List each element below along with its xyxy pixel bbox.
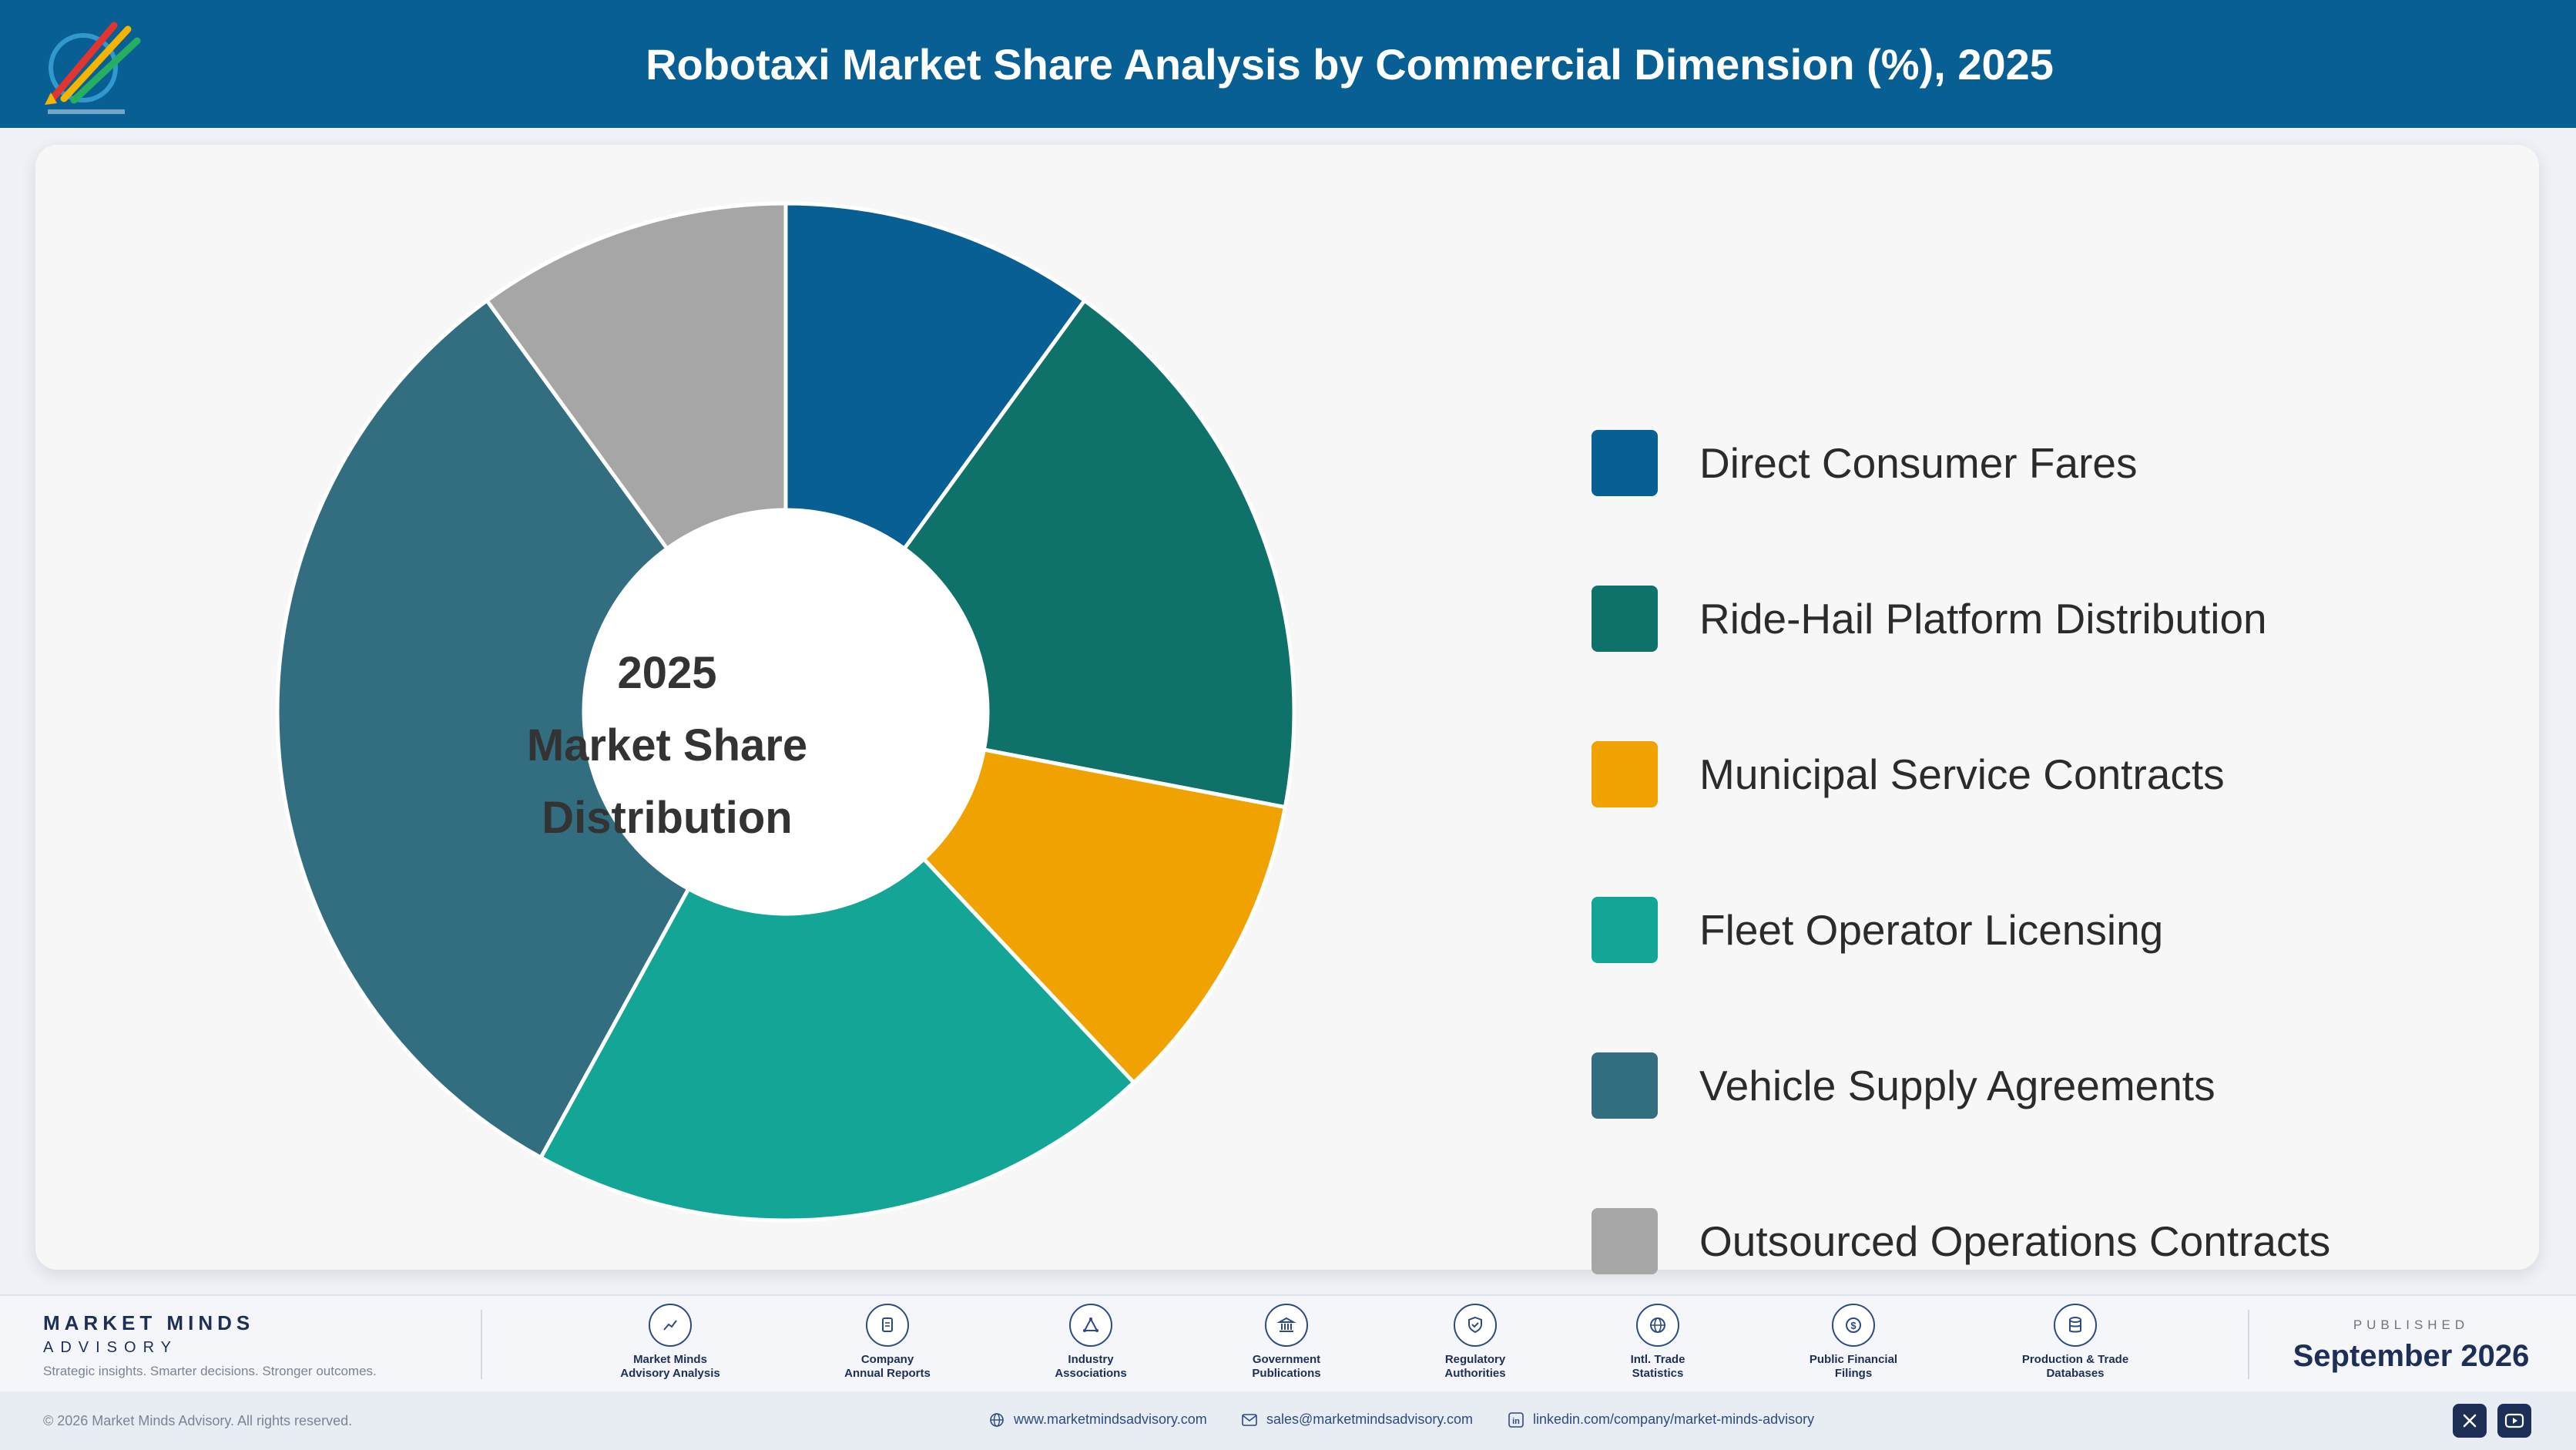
svg-text:in: in <box>1512 1417 1520 1426</box>
source-label: Industry Associations <box>1055 1353 1127 1380</box>
source-item[interactable]: Company Annual Reports <box>803 1304 972 1381</box>
page-title: Robotaxi Market Share Analysis by Commer… <box>646 39 2054 89</box>
legend-item[interactable]: Ride-Hail Platform Distribution <box>1592 586 2330 652</box>
source-item[interactable]: Intl. Trade Statistics <box>1573 1304 1742 1381</box>
donut-center-label: 2025 Market Share Distribution <box>513 637 821 854</box>
brand-name: MARKET MINDS <box>43 1311 255 1334</box>
source-label: Production & Trade Databases <box>2021 1353 2129 1380</box>
x-icon[interactable] <box>2453 1404 2487 1438</box>
legend-swatch <box>1592 897 1658 963</box>
legend-item[interactable]: Municipal Service Contracts <box>1592 741 2330 807</box>
network-icon <box>1069 1304 1112 1347</box>
chart-legend: Direct Consumer Fares Ride-Hail Platform … <box>1592 430 2330 1364</box>
source-label: Market Minds Advisory Analysis <box>620 1353 720 1380</box>
email-text: sales@marketmindsadvisory.com <box>1266 1411 1474 1427</box>
market-minds-logo-icon[interactable] <box>37 6 153 122</box>
legend-item[interactable]: Fleet Operator Licensing <box>1592 897 2330 963</box>
legend-label: Vehicle Supply Agreements <box>1699 1062 2215 1109</box>
source-item[interactable]: Government Publications <box>1202 1304 1371 1381</box>
legend-swatch <box>1592 741 1658 807</box>
bottom-bar: © 2026 Market Minds Advisory. All rights… <box>0 1391 2576 1450</box>
legend-label: Fleet Operator Licensing <box>1699 906 2164 954</box>
legend-swatch <box>1592 1208 1658 1274</box>
source-item[interactable]: Industry Associations <box>1006 1304 1176 1381</box>
government-building-icon <box>1265 1304 1308 1347</box>
dollar-coin-icon: $ <box>1832 1304 1875 1347</box>
svg-text:$: $ <box>1850 1320 1857 1331</box>
linkedin-text: linkedin.com/company/market-minds-adviso… <box>1533 1411 1815 1427</box>
legend-label: Outsourced Operations Contracts <box>1699 1217 2331 1265</box>
published-label: PUBLISHED <box>2353 1317 2470 1332</box>
source-item[interactable]: Regulatory Authorities <box>1390 1304 1560 1381</box>
source-label: Government Publications <box>1252 1353 1321 1380</box>
legend-label: Direct Consumer Fares <box>1699 439 2138 487</box>
footer-divider <box>2248 1310 2249 1379</box>
copyright-text: © 2026 Market Minds Advisory. All rights… <box>43 1413 353 1428</box>
legend-swatch <box>1592 430 1658 496</box>
footer: MARKET MINDS ADVISORY Strategic insights… <box>0 1294 2576 1391</box>
legend-item[interactable]: Vehicle Supply Agreements <box>1592 1052 2330 1119</box>
source-item[interactable]: Market Minds Advisory Analysis <box>585 1304 755 1381</box>
linkedin-link[interactable]: in linkedin.com/company/market-minds-adv… <box>1508 1411 1814 1428</box>
source-label: Regulatory Authorities <box>1444 1353 1506 1380</box>
legend-label: Ride-Hail Platform Distribution <box>1699 595 2267 643</box>
header-bar: Robotaxi Market Share Analysis by Commer… <box>0 0 2576 128</box>
legend-swatch <box>1592 1052 1658 1119</box>
linkedin-icon: in <box>1508 1411 1524 1428</box>
website-link[interactable]: www.marketmindsadvisory.com <box>989 1411 1207 1428</box>
center-label-line-1: 2025 <box>617 648 717 698</box>
data-sources: Market Minds Advisory Analysis Company An… <box>539 1304 2149 1388</box>
donut-chart <box>275 201 1296 1223</box>
website-text: www.marketmindsadvisory.com <box>1014 1411 1207 1427</box>
source-item[interactable]: Production & Trade Databases <box>1991 1304 2160 1381</box>
mail-icon <box>1242 1413 1257 1426</box>
donut-hole <box>584 510 988 914</box>
legend-item[interactable]: Direct Consumer Fares <box>1592 430 2330 496</box>
brand-subtitle: ADVISORY <box>43 1339 178 1356</box>
trend-chart-icon <box>649 1304 692 1347</box>
shield-check-icon <box>1454 1304 1497 1347</box>
source-label: Intl. Trade Statistics <box>1630 1353 1685 1380</box>
youtube-icon[interactable] <box>2497 1404 2531 1438</box>
brand-tagline: Strategic insights. Smarter decisions. S… <box>43 1364 377 1378</box>
center-label-line-2: Market Share <box>526 720 808 770</box>
database-icon <box>2054 1304 2097 1347</box>
center-label-line-3: Distribution <box>542 793 793 843</box>
source-label: Public Financial Filings <box>1809 1353 1898 1380</box>
source-label: Company Annual Reports <box>844 1353 931 1380</box>
legend-item[interactable]: Outsourced Operations Contracts <box>1592 1208 2330 1274</box>
document-icon <box>866 1304 909 1347</box>
source-item[interactable]: $ Public Financial Filings <box>1769 1304 1938 1381</box>
globe-icon <box>1636 1304 1679 1347</box>
legend-label: Municipal Service Contracts <box>1699 750 2225 798</box>
footer-divider <box>481 1310 482 1379</box>
chart-card: 2025 Market Share Distribution Direct Co… <box>35 145 2539 1274</box>
globe-icon <box>990 1412 1004 1427</box>
legend-swatch <box>1592 586 1658 652</box>
email-link[interactable]: sales@marketmindsadvisory.com <box>1242 1411 1473 1428</box>
published-date: September 2026 <box>2293 1339 2530 1373</box>
